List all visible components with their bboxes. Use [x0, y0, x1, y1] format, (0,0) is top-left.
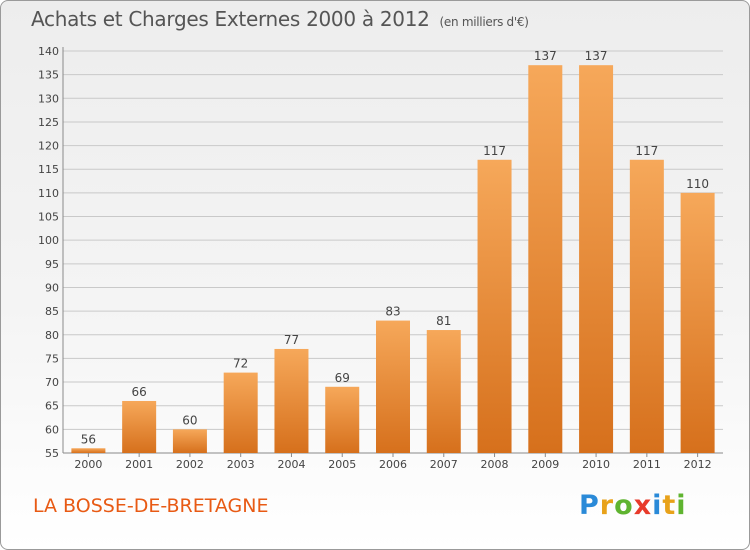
y-tick-label: 100: [38, 234, 59, 247]
x-tick-label: 2010: [582, 458, 610, 471]
x-tick-label: 2000: [74, 458, 102, 471]
bar-2002: [172, 429, 207, 453]
x-tick-label: 2007: [430, 458, 458, 471]
proxiti-logo[interactable]: Proxiti: [579, 490, 687, 521]
logo-letter: i: [676, 490, 687, 521]
y-tick-label: 105: [38, 211, 59, 224]
y-tick-label: 75: [45, 352, 59, 365]
logo-letter: r: [599, 490, 615, 521]
x-tick-label: 2005: [328, 458, 356, 471]
y-tick-label: 60: [45, 423, 59, 436]
bar-2009: [528, 65, 563, 453]
bar-2007: [426, 330, 461, 453]
bar-2010: [579, 65, 614, 453]
logo-letter: P: [579, 490, 600, 521]
y-tick-label: 65: [45, 400, 59, 413]
bar-2006: [376, 320, 410, 453]
location-name: LA BOSSE-DE-BRETAGNE: [33, 495, 269, 517]
x-tick-label: 2011: [633, 458, 661, 471]
data-label: 56: [81, 432, 96, 446]
logo-letter: i: [652, 490, 663, 521]
bar-2005: [325, 386, 360, 453]
y-tick-label: 85: [45, 305, 59, 318]
data-label: 117: [483, 144, 506, 158]
data-label: 60: [182, 413, 197, 427]
chart-title: Achats et Charges Externes 2000 à 2012 (e…: [31, 7, 529, 31]
data-label: 69: [335, 371, 350, 385]
y-tick-label: 110: [38, 187, 59, 200]
data-label: 81: [436, 314, 451, 328]
logo-letter: x: [633, 490, 653, 521]
data-label: 137: [585, 49, 608, 63]
bar-2003: [223, 372, 258, 453]
x-tick-label: 2009: [531, 458, 559, 471]
bar-2001: [122, 400, 157, 453]
data-label: 77: [284, 333, 299, 347]
y-tick-label: 120: [38, 140, 59, 153]
logo-letter: o: [614, 490, 634, 521]
data-label: 72: [233, 357, 248, 371]
x-tick-label: 2004: [277, 458, 305, 471]
x-tick-label: 2003: [227, 458, 255, 471]
y-tick-label: 55: [45, 447, 59, 460]
y-tick-label: 135: [38, 69, 59, 82]
data-label: 137: [534, 49, 557, 63]
axes: 55 60 65 70 75 80 85 90 95 100 105 110 115 120 125 130 1…: [38, 45, 723, 471]
x-tick-label: 2001: [125, 458, 153, 471]
y-tick-label: 125: [38, 116, 59, 129]
data-label: 66: [132, 385, 147, 399]
data-label: 117: [635, 144, 658, 158]
chart-subtitle: (en milliers d'€): [439, 15, 529, 29]
bar-2004: [274, 348, 309, 453]
y-tick-label: 130: [38, 92, 59, 105]
bar-2008: [477, 159, 512, 453]
x-tick-label: 2006: [379, 458, 407, 471]
bar-2011: [629, 159, 664, 453]
x-tick-label: 2002: [176, 458, 204, 471]
y-tick-label: 90: [45, 281, 59, 294]
data-labels: 56 66 60 72 77 69 83 81 117 137 137 117 110: [81, 49, 709, 446]
bars: [71, 65, 715, 453]
x-tick-label: 2012: [684, 458, 712, 471]
y-tick-label: 140: [38, 45, 59, 58]
bar-2000: [71, 448, 106, 453]
logo-letter: t: [662, 490, 677, 521]
y-tick-label: 80: [45, 329, 59, 342]
x-tick-label: 2008: [481, 458, 509, 471]
y-tick-label: 95: [45, 258, 59, 271]
data-label: 110: [686, 177, 709, 191]
y-tick-label: 70: [45, 376, 59, 389]
bar-2012: [680, 192, 715, 453]
data-label: 83: [385, 305, 400, 319]
chart-title-text: Achats et Charges Externes 2000 à 2012: [31, 7, 430, 31]
y-tick-label: 115: [38, 163, 59, 176]
